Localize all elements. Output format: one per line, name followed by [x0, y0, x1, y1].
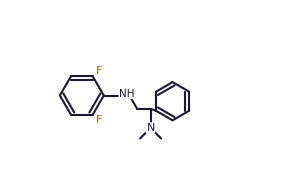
Text: F: F [96, 115, 103, 125]
Text: NH: NH [119, 89, 134, 99]
Text: F: F [96, 66, 103, 76]
Text: N: N [147, 123, 155, 133]
